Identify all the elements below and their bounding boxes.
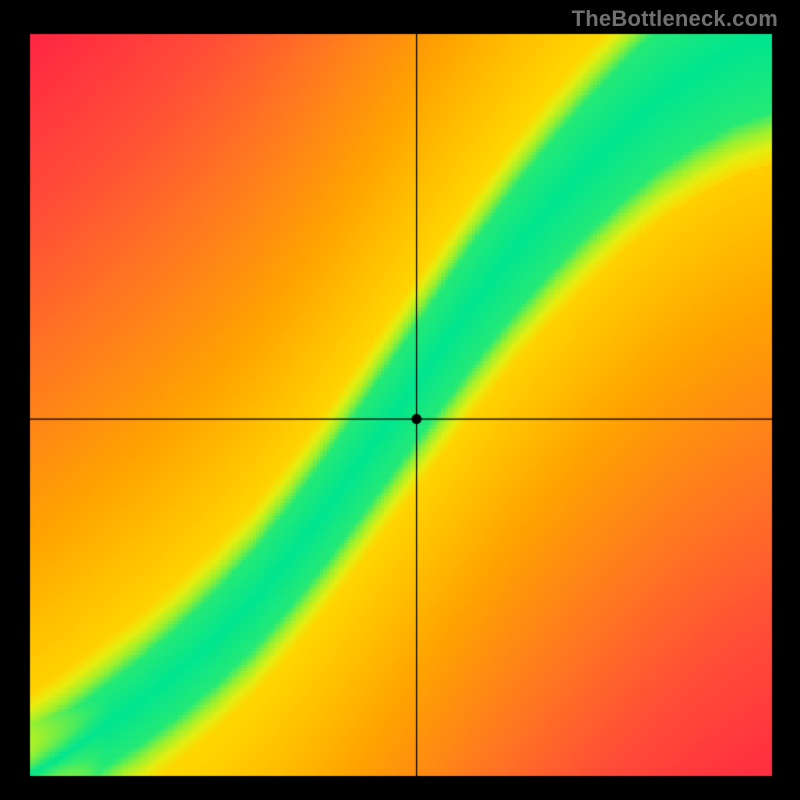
chart-container: TheBottleneck.com (0, 0, 800, 800)
watermark-text: TheBottleneck.com (572, 6, 778, 32)
bottleneck-heatmap (0, 0, 800, 800)
